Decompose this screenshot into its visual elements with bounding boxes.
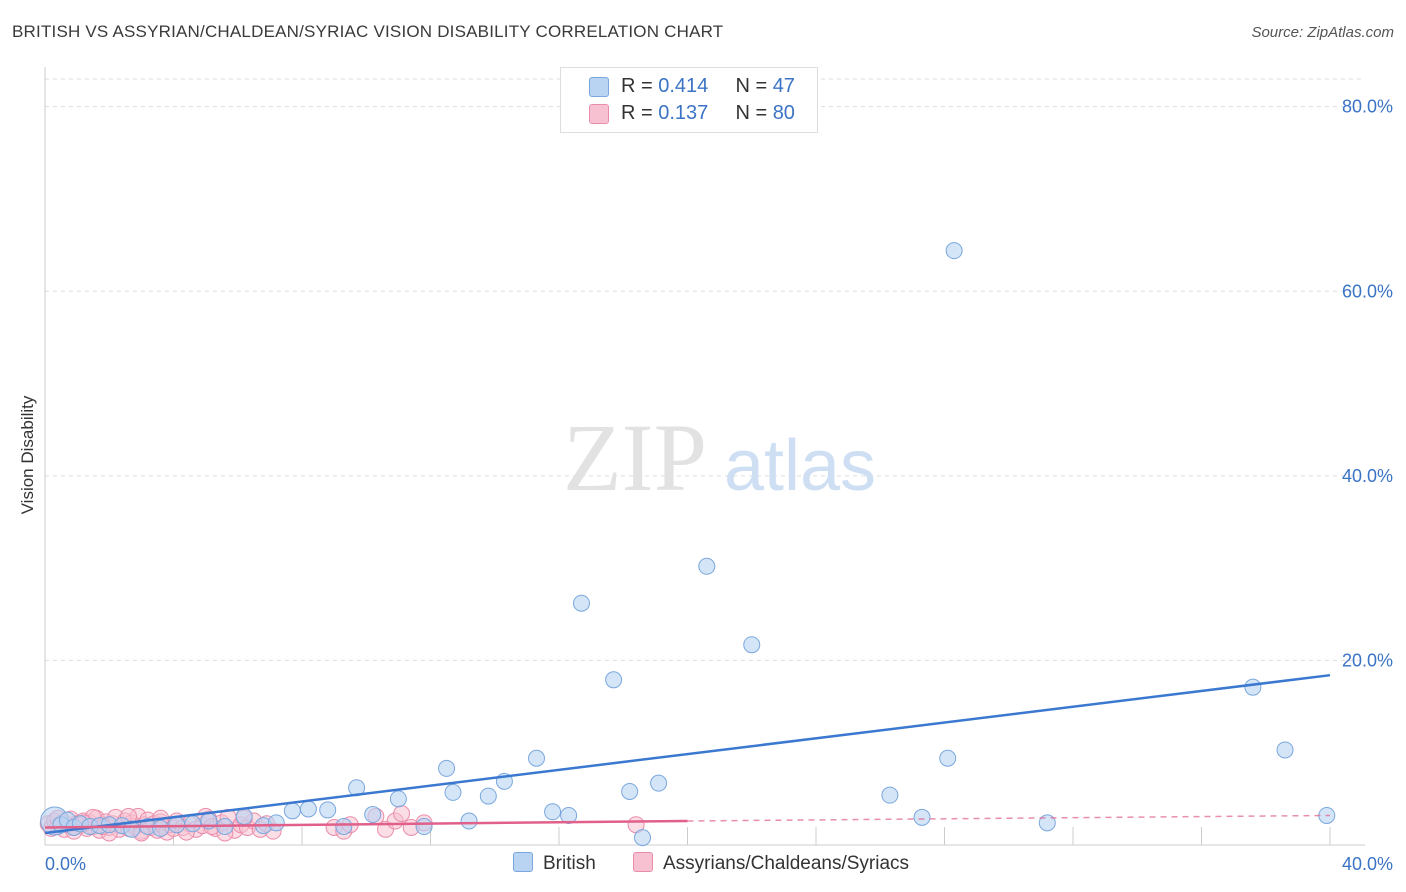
x-tick-label-max: 40.0% bbox=[1342, 854, 1393, 874]
british-point bbox=[544, 803, 562, 821]
british-point bbox=[572, 594, 590, 612]
y-tick-label-0: 20.0% bbox=[1342, 650, 1393, 670]
british-point bbox=[605, 671, 623, 689]
british-point bbox=[1276, 741, 1294, 759]
axes bbox=[44, 67, 1365, 846]
british-point bbox=[235, 807, 253, 825]
british-point bbox=[267, 814, 285, 832]
source-label: Source: ZipAtlas.com bbox=[1251, 24, 1394, 41]
british-point bbox=[650, 774, 668, 792]
y-axis-label: Vision Disability bbox=[18, 395, 37, 515]
y-tick-label-2: 60.0% bbox=[1342, 281, 1393, 301]
british-point bbox=[634, 829, 652, 847]
legend-item-assyrian: Assyrians/Chaldeans/Syriacs bbox=[633, 852, 909, 875]
x-tick-labels: 0.0% 40.0% bbox=[45, 854, 1393, 874]
british-legend-swatch bbox=[513, 852, 533, 872]
british-r-value: 0.414 bbox=[658, 75, 709, 97]
british-point bbox=[152, 819, 170, 837]
assyrian-trend-line bbox=[44, 819, 688, 829]
british-point bbox=[460, 812, 478, 830]
assyrian-n-value: 80 bbox=[772, 102, 795, 124]
y-tick-label-1: 40.0% bbox=[1342, 466, 1393, 486]
assyrian-n-label: N = bbox=[735, 102, 773, 124]
british-trend-line bbox=[44, 673, 1331, 835]
british-r-label: R = bbox=[621, 75, 659, 97]
legend-stats: R = 0.414 N = 47 R = 0.137 N = 80 bbox=[560, 67, 818, 133]
watermark: ZIP atlas bbox=[563, 404, 876, 511]
british-n-label: N = bbox=[735, 75, 773, 97]
british-point bbox=[743, 636, 761, 654]
british-point bbox=[438, 759, 456, 777]
british-point bbox=[283, 802, 301, 820]
chart-title: BRITISH VS ASSYRIAN/CHALDEAN/SYRIAC VISI… bbox=[12, 22, 724, 41]
watermark-zip: ZIP bbox=[563, 404, 707, 511]
british-point bbox=[389, 790, 407, 808]
british-point bbox=[299, 800, 317, 818]
british-n-value: 47 bbox=[772, 75, 795, 97]
x-tick-label-min: 0.0% bbox=[45, 854, 86, 874]
british-point bbox=[939, 749, 957, 767]
assyrian-r-label: R = bbox=[621, 102, 659, 124]
british-point bbox=[415, 818, 433, 836]
british-legend-label: British bbox=[543, 853, 596, 874]
british-point bbox=[560, 806, 578, 824]
british-point bbox=[945, 242, 963, 260]
trend-lines bbox=[44, 673, 1331, 835]
british-point bbox=[528, 749, 546, 767]
british-swatch bbox=[589, 77, 609, 97]
legend-item-british: British bbox=[513, 852, 596, 875]
british-points bbox=[40, 242, 1336, 847]
british-point bbox=[479, 787, 497, 805]
y-tick-labels: 20.0% 40.0% 60.0% 80.0% bbox=[1342, 97, 1393, 671]
british-point bbox=[1038, 814, 1056, 832]
british-point bbox=[335, 818, 353, 836]
british-point bbox=[621, 782, 639, 800]
grid-lines bbox=[45, 78, 1365, 661]
assyrian-legend-swatch bbox=[633, 852, 653, 872]
assyrian-legend-label: Assyrians/Chaldeans/Syriacs bbox=[663, 853, 910, 874]
british-point bbox=[364, 806, 382, 824]
watermark-atlas: atlas bbox=[724, 426, 876, 506]
british-point bbox=[444, 783, 462, 801]
assyrian-swatch bbox=[589, 104, 609, 124]
british-point bbox=[184, 815, 202, 833]
assyrian-trend-extension bbox=[687, 814, 1331, 822]
assyrian-r-value: 0.137 bbox=[658, 102, 709, 124]
british-point bbox=[698, 557, 716, 575]
british-point bbox=[913, 808, 931, 826]
y-tick-label-3: 80.0% bbox=[1342, 97, 1393, 117]
assyrian-point bbox=[393, 805, 411, 823]
british-point bbox=[881, 786, 899, 804]
british-point bbox=[1244, 678, 1262, 696]
british-point bbox=[319, 801, 337, 819]
british-point bbox=[168, 816, 186, 834]
